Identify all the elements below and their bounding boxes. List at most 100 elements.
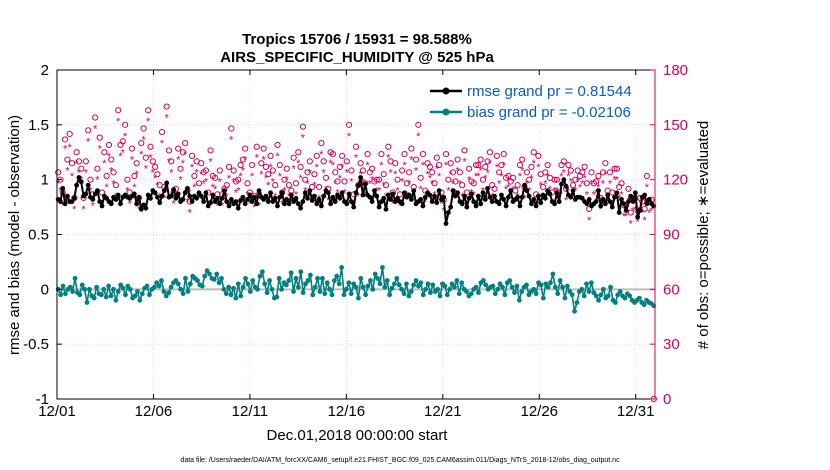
evaluated-obs-marker: * [545, 171, 550, 183]
rmse-point [138, 206, 144, 212]
bias-point [118, 282, 124, 288]
evaluated-obs-marker: * [419, 184, 424, 196]
evaluated-obs-marker: * [174, 195, 179, 207]
bias-point [425, 281, 431, 287]
bias-point [545, 284, 551, 290]
possible-obs-marker [472, 161, 480, 169]
x-tick-label: 12/26 [520, 403, 558, 420]
bias-point [63, 291, 68, 297]
possible-obs-marker [452, 178, 459, 185]
possible-obs-marker [179, 149, 186, 156]
possible-obs-marker [535, 152, 542, 160]
evaluated-obs-marker: * [333, 178, 338, 190]
evaluated-obs-marker: * [201, 178, 206, 190]
bias-point [343, 286, 349, 292]
possible-obs-marker [627, 209, 634, 216]
possible-obs-marker [128, 145, 136, 152]
evaluated-obs-marker: * [576, 176, 581, 188]
bias-point [622, 295, 628, 301]
possible-obs-marker [482, 163, 489, 170]
possible-obs-marker [110, 169, 117, 176]
possible-obs-marker [373, 176, 380, 183]
rmse-point [339, 190, 345, 196]
bias-point [540, 295, 546, 301]
possible-obs-marker [66, 130, 73, 138]
evaluated-obs-marker: * [268, 162, 273, 174]
bias-point [111, 286, 116, 292]
bias-point [353, 284, 359, 290]
evaluated-obs-marker: * [386, 153, 391, 165]
rmse-point [586, 197, 592, 202]
possible-obs-marker [539, 183, 547, 191]
possible-obs-marker [519, 156, 526, 163]
evaluated-obs-marker: * [338, 173, 343, 185]
evaluated-obs-marker: * [181, 158, 186, 170]
evaluated-obs-marker: * [573, 186, 578, 198]
evaluated-obs-marker: * [566, 171, 571, 183]
rmse-point [226, 203, 232, 209]
rmse-point [471, 199, 477, 205]
bias-point [94, 284, 100, 290]
bias-point [346, 280, 352, 286]
evaluated-obs-marker: * [513, 197, 518, 209]
evaluated-obs-marker: * [601, 178, 606, 190]
possible-obs-marker [463, 189, 470, 196]
possible-obs-marker [565, 161, 572, 169]
rmse-point [482, 197, 488, 202]
bias-point [77, 292, 83, 298]
bias-point [175, 281, 181, 287]
possible-obs-marker [122, 121, 129, 128]
bias-point [372, 271, 378, 277]
possible-obs-marker [228, 125, 235, 132]
evaluated-obs-marker: * [199, 169, 204, 181]
bias-point [310, 292, 316, 298]
rmse-point [152, 190, 158, 196]
possible-obs-marker [55, 169, 62, 176]
bias-point [185, 289, 191, 294]
rmse-point [621, 201, 627, 207]
evaluated-obs-marker: * [107, 151, 112, 163]
bias-point [108, 293, 114, 299]
evaluated-obs-marker: * [322, 167, 327, 179]
evaluated-obs-marker: * [91, 200, 96, 212]
bias-point [598, 292, 604, 298]
bias-point [106, 283, 112, 289]
bias-point [408, 289, 414, 294]
bias-series [55, 265, 657, 314]
bias-point [538, 282, 544, 288]
possible-obs-marker [567, 167, 574, 174]
evaluated-obs-marker: * [225, 191, 230, 203]
rmse-point [254, 201, 260, 207]
evaluated-obs-marker: * [356, 191, 361, 203]
evaluated-obs-marker: * [257, 200, 262, 212]
x-tick-label: 12/01 [38, 403, 76, 420]
rmse-point [593, 199, 599, 205]
chart-title: Tropics 15706 / 15931 = 98.588% [242, 31, 472, 48]
possible-obs-marker [542, 169, 549, 176]
bias-point [444, 292, 450, 298]
possible-obs-marker [602, 160, 609, 167]
evaluated-obs-marker: * [345, 167, 350, 179]
evaluated-obs-marker: * [130, 155, 135, 167]
possible-obs-marker [417, 174, 424, 181]
rmse-point [443, 221, 449, 226]
bias-point [82, 286, 88, 292]
bias-point [291, 289, 296, 294]
rmse-point [143, 205, 149, 211]
evaluated-obs-marker: * [402, 160, 407, 172]
bias-point [418, 280, 424, 286]
possible-obs-marker [643, 172, 651, 180]
possible-obs-marker [456, 169, 463, 176]
evaluated-obs-marker: * [234, 187, 239, 199]
bias-point [322, 291, 328, 297]
bias-point [591, 290, 597, 296]
possible-obs-marker [436, 161, 443, 169]
evaluated-obs-marker: * [592, 189, 597, 201]
bias-point [168, 284, 174, 290]
evaluated-obs-marker: * [312, 180, 317, 192]
possible-obs-marker [419, 150, 427, 158]
bias-point [166, 290, 172, 296]
evaluated-obs-marker: * [213, 184, 218, 196]
possible-obs-marker [399, 167, 406, 174]
rmse-point [614, 190, 620, 196]
